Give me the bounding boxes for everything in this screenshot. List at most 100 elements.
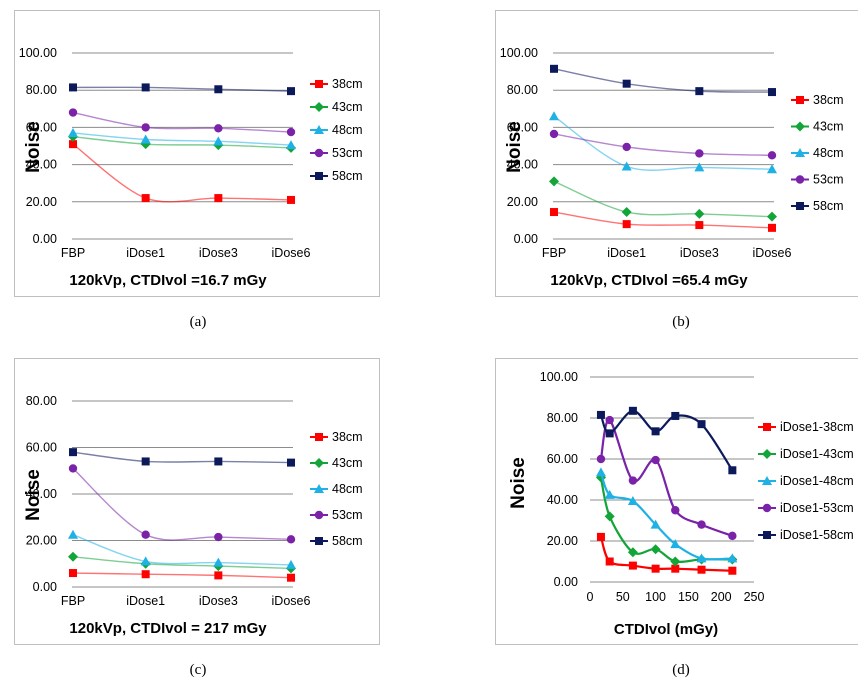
data-point — [671, 506, 680, 515]
legend-label: 38cm — [332, 430, 363, 444]
series-48cm — [68, 127, 296, 150]
legend-label: 58cm — [332, 534, 363, 548]
series-53cm — [68, 108, 296, 137]
legend-marker — [315, 433, 323, 441]
data-point — [68, 127, 78, 137]
data-point — [68, 551, 78, 562]
data-point — [141, 457, 150, 466]
legend-marker — [763, 423, 771, 431]
chart-a-svg: 0.00 20.00 40.00 60.00 80.00 100.00 FBP iDose1 i… — [19, 46, 363, 289]
legend-item: iDose1-58cm — [758, 528, 854, 542]
y-tick-label: 100.00 — [500, 46, 538, 60]
legend-label: 58cm — [332, 169, 363, 183]
y-gridlines — [72, 400, 293, 588]
data-point — [596, 410, 605, 419]
legend-item: 48cm — [310, 123, 363, 137]
data-point — [69, 140, 77, 149]
x-axis-title: 120kVp, CTDIvol =65.4 mGy — [550, 272, 748, 289]
y-tick-label: 80.00 — [547, 411, 578, 425]
y-tick-label: 60.00 — [26, 441, 57, 455]
series-38cm — [69, 140, 295, 204]
x-tick-label: iDose6 — [753, 246, 792, 260]
data-point — [728, 566, 737, 575]
chart-panel-a: 0.00 20.00 40.00 60.00 80.00 100.00 FBP iDose1 i… — [14, 10, 380, 297]
legend-item: 58cm — [791, 199, 844, 213]
legend-marker — [795, 121, 805, 132]
y-tick-label: 80.00 — [507, 83, 538, 97]
data-point — [622, 142, 631, 152]
data-point — [605, 429, 614, 438]
legend-label: 48cm — [813, 146, 844, 160]
data-point — [604, 511, 615, 522]
data-point — [650, 544, 661, 555]
data-point — [622, 79, 631, 88]
y-gridlines — [553, 52, 774, 240]
data-point — [549, 129, 559, 139]
data-point — [549, 111, 559, 121]
legend-item: 48cm — [791, 146, 844, 160]
data-point — [697, 520, 706, 529]
series-line — [72, 451, 292, 464]
data-point — [68, 529, 78, 539]
data-point — [695, 221, 704, 230]
data-point — [694, 208, 705, 219]
data-point — [728, 531, 737, 541]
data-point — [287, 573, 295, 582]
legend-item: iDose1-38cm — [758, 420, 854, 434]
data-point — [596, 454, 606, 464]
series-53cm — [549, 129, 777, 160]
x-tick-label: 0 — [587, 590, 594, 604]
legend-marker — [762, 503, 772, 513]
series-line — [599, 536, 733, 572]
series-line — [72, 143, 292, 203]
x-tick-label: iDose1 — [126, 594, 165, 608]
series-43cm — [68, 551, 296, 574]
series-line — [553, 115, 773, 171]
legend-label: 53cm — [813, 173, 844, 187]
legend-label: 43cm — [332, 456, 363, 470]
x-axis-title: 120kVp, CTDIvol =16.7 mGy — [69, 272, 267, 289]
data-point — [671, 564, 680, 573]
series-58cm — [550, 64, 776, 97]
x-tick-label: 200 — [711, 590, 732, 604]
series-48cm — [549, 111, 777, 174]
data-point — [767, 211, 777, 222]
data-point — [696, 553, 707, 563]
y-tick-label: 60.00 — [547, 452, 578, 466]
data-point — [627, 547, 638, 558]
legend-label: iDose1-58cm — [780, 528, 854, 542]
chart-b-svg: 0.00 20.00 40.00 60.00 80.00 100.00 FBP iDose1 i… — [500, 46, 844, 289]
data-point — [671, 411, 680, 420]
data-point — [214, 571, 223, 580]
legend-marker — [314, 102, 324, 112]
data-point — [69, 83, 77, 92]
caption-b: (b) — [672, 314, 690, 330]
series-iDose1-53cm — [596, 415, 737, 541]
data-point — [695, 87, 704, 96]
series-48cm — [68, 529, 296, 569]
series-line — [72, 467, 292, 541]
legend-marker — [314, 125, 324, 134]
legend-marker — [315, 80, 323, 88]
legend-marker — [314, 458, 324, 468]
series-line — [72, 136, 292, 149]
y-tick-label: 0.00 — [33, 580, 57, 594]
legend-item: 48cm — [310, 482, 363, 496]
legend-marker — [314, 484, 324, 493]
y-tick-label: 40.00 — [26, 158, 57, 172]
series-iDose1-58cm — [596, 406, 737, 475]
y-tick-label: 40.00 — [26, 487, 57, 501]
x-tick-label: iDose6 — [272, 246, 311, 260]
x-tick-label: iDose3 — [680, 246, 719, 260]
legend-label: 43cm — [332, 100, 363, 114]
legend-item: 43cm — [310, 456, 363, 470]
data-point — [286, 140, 296, 150]
data-point — [605, 415, 614, 425]
data-point — [651, 564, 660, 573]
x-tick-label: iDose1 — [607, 246, 646, 260]
data-point — [628, 561, 637, 570]
data-point — [141, 194, 150, 203]
data-point — [141, 83, 150, 92]
data-point — [767, 151, 777, 160]
legend-item: 53cm — [310, 146, 363, 160]
